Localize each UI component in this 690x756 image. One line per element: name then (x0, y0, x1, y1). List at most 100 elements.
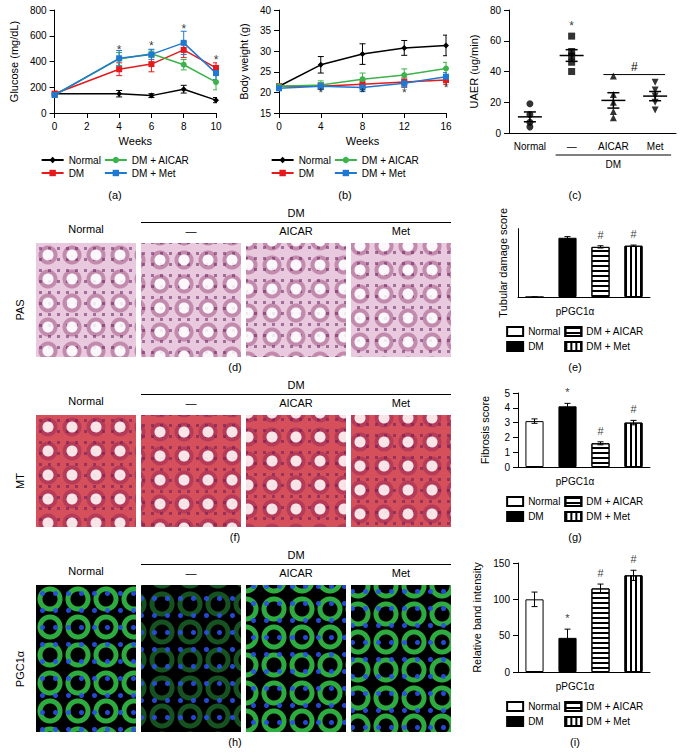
svg-text:(e): (e) (568, 361, 581, 373)
svg-text:DM + AICAR: DM + AICAR (586, 496, 643, 507)
svg-text:3: 3 (504, 417, 510, 428)
svg-text:12: 12 (399, 121, 411, 132)
svg-text:0: 0 (495, 128, 501, 139)
svg-text:*: * (402, 86, 407, 100)
svg-text:800: 800 (30, 5, 47, 16)
svg-text:DM + AICAR: DM + AICAR (586, 701, 643, 712)
svg-text:—: — (567, 141, 577, 152)
svg-text:Tubular damage score: Tubular damage score (497, 208, 509, 318)
svg-text:Normal: Normal (69, 155, 101, 166)
svg-text:*: * (360, 86, 365, 100)
html-text:Normal: Normal (68, 223, 104, 235)
svg-text:Normal: Normal (299, 155, 331, 166)
svg-text:4: 4 (116, 121, 122, 132)
html-text:AICAR: AICAR (279, 225, 313, 237)
svg-text:0: 0 (276, 121, 282, 132)
svg-text:DM: DM (528, 716, 544, 727)
svg-text:6: 6 (149, 121, 155, 132)
svg-text:*: * (565, 386, 570, 398)
svg-text:*: * (318, 86, 323, 100)
svg-text:0: 0 (504, 462, 510, 473)
svg-text:AICAR: AICAR (598, 141, 629, 152)
svg-text:#: # (597, 425, 604, 437)
svg-text:Glucose (mg/dL): Glucose (mg/dL) (8, 21, 20, 102)
svg-text:Body weight (g): Body weight (g) (238, 23, 250, 99)
svg-text:(b): (b) (338, 189, 351, 201)
svg-text:*: * (569, 19, 574, 33)
svg-text:8: 8 (181, 121, 187, 132)
svg-text:*: * (149, 39, 154, 53)
svg-text:Met: Met (647, 141, 664, 152)
svg-text:*: * (214, 53, 219, 67)
svg-text:60: 60 (490, 35, 502, 46)
svg-text:0: 0 (41, 108, 47, 119)
svg-text:Normal: Normal (514, 141, 546, 152)
svg-text:DM + Met: DM + Met (362, 168, 406, 179)
svg-text:DM: DM (528, 511, 544, 522)
svg-text:(c): (c) (569, 189, 582, 201)
svg-text:8: 8 (360, 121, 366, 132)
svg-text:5: 5 (504, 388, 510, 399)
svg-text:20: 20 (260, 87, 272, 98)
svg-text:40: 40 (260, 5, 272, 16)
svg-text:pPGC1α: pPGC1α (556, 306, 595, 317)
svg-text:(i): (i) (570, 736, 580, 748)
svg-text:2: 2 (84, 121, 90, 132)
svg-text:DM: DM (299, 168, 315, 179)
svg-text:10: 10 (210, 121, 222, 132)
svg-text:DM + AICAR: DM + AICAR (362, 155, 419, 166)
svg-text:pPGC1α: pPGC1α (556, 681, 595, 692)
svg-text:150: 150 (493, 558, 510, 569)
svg-text:Weeks: Weeks (119, 135, 153, 147)
svg-text:2: 2 (504, 432, 510, 443)
svg-text:16: 16 (440, 121, 452, 132)
svg-text:pPGC1α: pPGC1α (556, 476, 595, 487)
svg-text:#: # (630, 403, 637, 415)
svg-text:DM + Met: DM + Met (132, 168, 176, 179)
svg-text:#: # (597, 229, 604, 241)
svg-text:4: 4 (504, 402, 510, 413)
svg-text:DM: DM (528, 341, 544, 352)
svg-text:Weeks: Weeks (346, 135, 380, 147)
svg-text:*: * (565, 612, 570, 624)
svg-text:600: 600 (30, 30, 47, 41)
svg-text:DM + Met: DM + Met (586, 341, 630, 352)
svg-text:20: 20 (490, 97, 502, 108)
svg-text:#: # (630, 228, 637, 240)
svg-text:30: 30 (260, 46, 272, 57)
svg-text:*: * (444, 81, 449, 95)
svg-text:(a): (a) (108, 189, 121, 201)
svg-text:#: # (630, 553, 637, 565)
svg-text:DM + Met: DM + Met (586, 716, 630, 727)
svg-text:Normal: Normal (528, 326, 560, 337)
svg-text:0: 0 (504, 667, 510, 678)
svg-text:Normal: Normal (528, 496, 560, 507)
svg-text:50: 50 (499, 630, 511, 641)
svg-text:100: 100 (493, 594, 510, 605)
svg-text:25: 25 (260, 66, 272, 77)
svg-text:Relative band intensity: Relative band intensity (471, 562, 483, 673)
svg-text:4: 4 (318, 121, 324, 132)
svg-text:DM: DM (69, 168, 85, 179)
html-text:DM: DM (287, 207, 305, 219)
svg-text:UAER (ug/min): UAER (ug/min) (468, 35, 480, 109)
svg-text:Fibrosis score: Fibrosis score (479, 396, 491, 464)
svg-text:Normal: Normal (528, 701, 560, 712)
svg-text:200: 200 (30, 82, 47, 93)
svg-text:DM + AICAR: DM + AICAR (586, 326, 643, 337)
svg-text:DM: DM (606, 159, 622, 170)
svg-text:DM + Met: DM + Met (586, 511, 630, 522)
svg-text:*: * (181, 22, 186, 36)
svg-text:0: 0 (52, 121, 58, 132)
svg-text:40: 40 (490, 66, 502, 77)
svg-text:DM + AICAR: DM + AICAR (132, 155, 189, 166)
svg-text:35: 35 (260, 25, 272, 36)
svg-text:1: 1 (504, 447, 510, 458)
svg-text:#: # (631, 60, 638, 74)
svg-text:400: 400 (30, 56, 47, 67)
svg-text:(g): (g) (568, 531, 581, 543)
svg-text:15: 15 (260, 108, 272, 119)
svg-text:#: # (597, 567, 604, 579)
svg-text:*: * (117, 43, 122, 57)
svg-text:80: 80 (490, 5, 502, 16)
